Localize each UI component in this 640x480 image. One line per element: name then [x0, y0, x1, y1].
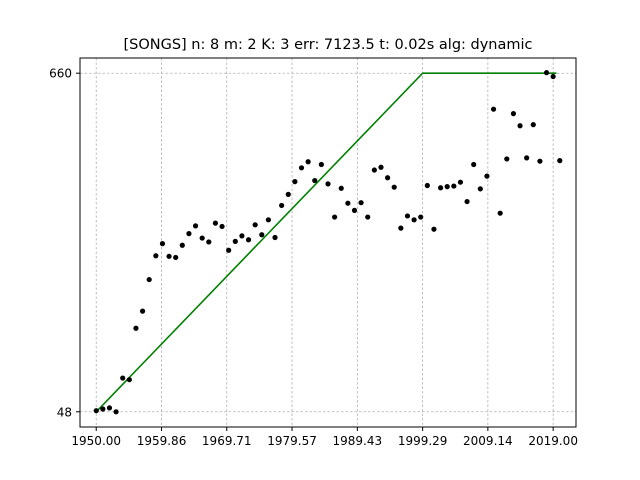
- data-point: [358, 200, 364, 206]
- data-point: [186, 231, 192, 237]
- data-point: [226, 247, 232, 253]
- data-point: [120, 375, 126, 381]
- data-point: [259, 232, 265, 238]
- data-point: [385, 175, 391, 181]
- data-point: [285, 191, 291, 197]
- grid: [80, 58, 576, 427]
- data-point: [199, 235, 205, 241]
- data-point: [418, 214, 424, 220]
- data-point: [517, 123, 523, 129]
- data-point: [332, 214, 338, 220]
- data-point: [232, 238, 238, 244]
- plot-frame: [79, 57, 577, 428]
- x-tick-label: 2009.14: [463, 434, 513, 448]
- data-point: [543, 70, 550, 76]
- data-point: [219, 223, 225, 230]
- data-point: [391, 184, 397, 190]
- data-point: [477, 186, 483, 192]
- data-point: [106, 405, 113, 411]
- data-point: [279, 202, 285, 209]
- data-point: [437, 185, 444, 191]
- data-point: [159, 241, 166, 247]
- data-point: [166, 253, 172, 259]
- data-point: [345, 200, 351, 206]
- data-point: [212, 220, 219, 226]
- data-point: [504, 156, 510, 162]
- data-point: [464, 198, 470, 205]
- data-point: [206, 239, 212, 245]
- fit-line: [95, 72, 557, 413]
- data-point: [510, 111, 517, 117]
- x-tick-label: 1989.43: [333, 434, 383, 448]
- x-tick-label: 1979.57: [267, 434, 317, 448]
- data-point: [252, 222, 258, 228]
- data-point: [484, 173, 490, 179]
- data-point: [490, 106, 497, 112]
- data-point: [451, 183, 457, 189]
- fit-line-layer: [95, 72, 557, 413]
- x-tick-label: 2019.00: [528, 434, 578, 448]
- data-point: [404, 213, 411, 219]
- data-point: [239, 233, 245, 239]
- data-point: [398, 225, 404, 231]
- y-tick-label: 660: [49, 67, 72, 81]
- data-point: [318, 161, 324, 168]
- data-point: [411, 217, 417, 223]
- data-point: [457, 179, 464, 185]
- data-point: [351, 207, 358, 214]
- data-point: [378, 164, 384, 170]
- data-point: [424, 182, 430, 189]
- data-point: [365, 214, 371, 220]
- data-point: [272, 234, 278, 241]
- data-point: [93, 408, 99, 414]
- data-point: [312, 177, 318, 184]
- data-point: [338, 185, 344, 191]
- data-point: [192, 223, 199, 229]
- data-point: [557, 158, 563, 164]
- data-point: [153, 253, 159, 259]
- data-point: [537, 158, 543, 164]
- axes: 1950.00 1959.86 1969.71 1979.57 1989.43 1999.…: [49, 67, 578, 448]
- chart-title: [SONGS] n: 8 m: 2 K: 3 err: 7123.5 t: 0.…: [123, 37, 532, 53]
- data-point: [245, 237, 252, 243]
- data-point: [265, 217, 271, 223]
- data-point: [497, 210, 503, 216]
- data-point: [471, 161, 477, 168]
- data-point: [113, 409, 119, 415]
- data-point: [431, 226, 437, 232]
- data-point: [173, 254, 179, 261]
- data-point: [444, 184, 450, 190]
- data-point: [179, 242, 185, 248]
- data-point: [139, 308, 146, 314]
- x-tick-label: 1959.86: [137, 434, 187, 448]
- data-point: [371, 167, 377, 173]
- y-tick-label: 48: [57, 405, 72, 419]
- x-tick-label: 1950.00: [71, 434, 121, 448]
- x-tick-label: 1969.71: [202, 434, 252, 448]
- data-point: [305, 159, 311, 165]
- data-point: [530, 122, 536, 128]
- x-tick-label: 1999.29: [398, 434, 448, 448]
- data-point: [126, 377, 132, 383]
- data-point: [146, 276, 152, 283]
- scatter-points: [93, 70, 563, 415]
- data-point: [524, 155, 530, 161]
- data-point: [100, 406, 106, 412]
- data-point: [292, 179, 298, 185]
- data-point: [133, 325, 139, 331]
- data-point: [325, 181, 331, 187]
- data-point: [298, 165, 305, 171]
- data-point: [550, 73, 556, 80]
